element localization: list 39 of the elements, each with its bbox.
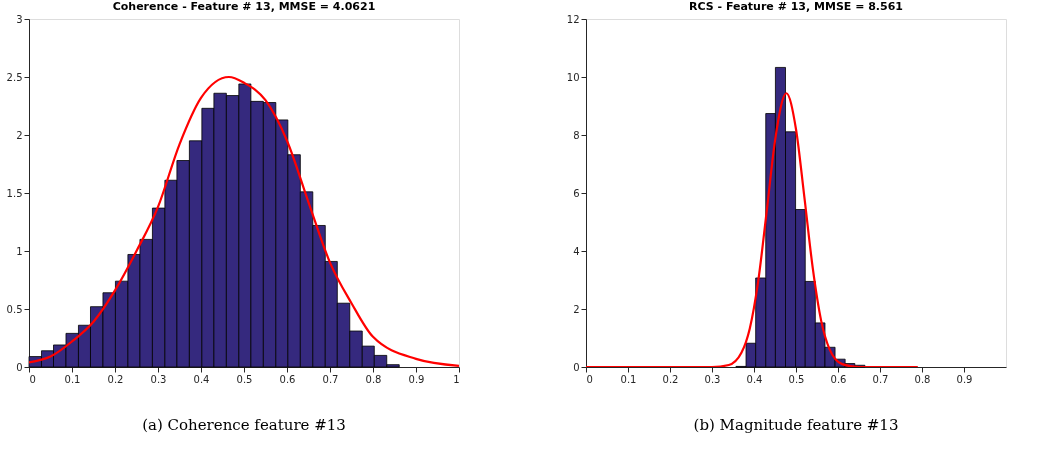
x-tick-label: 0 — [586, 373, 593, 385]
x-tick-label: 0.2 — [662, 373, 679, 385]
x-tick-label: 0.4 — [746, 373, 763, 385]
y-tick-label: 8 — [573, 129, 580, 141]
x-tick-label: 0.3 — [150, 373, 167, 385]
x-tick-label: 0 — [29, 373, 36, 385]
y-tick-label: 2.5 — [6, 71, 23, 83]
x-tick-label: 0.7 — [322, 373, 339, 385]
x-tick-label: 0.4 — [193, 373, 210, 385]
x-tick-label: 0.9 — [408, 373, 425, 385]
x-tick-label: 0.6 — [279, 373, 296, 385]
y-tick-label: 2 — [573, 303, 580, 315]
y-tick-label: 0 — [16, 361, 23, 373]
x-tick-label: 0.1 — [620, 373, 637, 385]
y-tick-label: 3 — [16, 13, 23, 25]
y-tick-label: 4 — [573, 245, 580, 257]
y-tick-label: 0.5 — [6, 303, 23, 315]
y-tick-label: 1.5 — [6, 187, 23, 199]
x-tick-label: 0.2 — [107, 373, 124, 385]
y-tick-label: 0 — [573, 361, 580, 373]
y-tick-label: 6 — [573, 187, 580, 199]
x-tick-label: 0.1 — [64, 373, 81, 385]
x-tick-label: 0.5 — [236, 373, 253, 385]
x-tick-label: 0.8 — [365, 373, 382, 385]
x-tick-label: 1 — [453, 373, 460, 385]
x-tick-label: 0.6 — [830, 373, 847, 385]
text: (a) Coherence feature #13 — [142, 416, 346, 434]
chart-title: Coherence - Feature # 13, MMSE = 4.0621 — [112, 0, 376, 13]
x-tick-label: 0.9 — [956, 373, 973, 385]
y-tick-label: 2 — [16, 129, 23, 141]
x-tick-label: 0.5 — [788, 373, 805, 385]
chart-title: RCS - Feature # 13, MMSE = 8.561 — [688, 0, 904, 13]
x-tick-label: 0.7 — [872, 373, 889, 385]
x-tick-label: 0.3 — [704, 373, 721, 385]
y-tick-label: 1 — [16, 245, 23, 257]
x-tick-label: 0.8 — [914, 373, 931, 385]
text: (b) Magnitude feature #13 — [693, 416, 899, 434]
y-tick-label: 10 — [566, 71, 580, 83]
y-tick-label: 12 — [566, 13, 580, 25]
